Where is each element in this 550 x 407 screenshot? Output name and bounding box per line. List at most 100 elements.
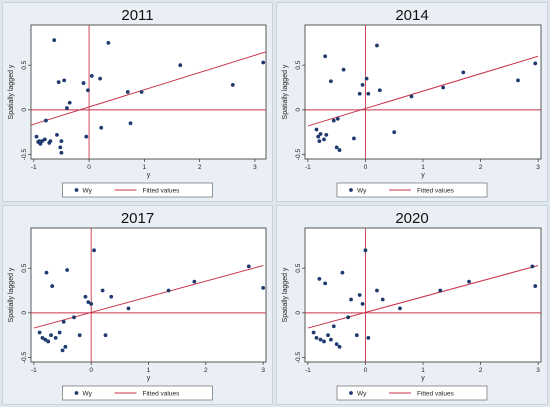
data-point [360,302,365,306]
x-tick-label: 1 [421,367,425,374]
data-point [60,348,65,353]
y-tick-label: 0.5 [21,60,28,69]
data-point [438,288,443,293]
x-tick-label: 2 [198,164,202,171]
data-point [314,127,319,132]
data-point [103,333,108,338]
data-point [398,306,402,311]
legend-box [336,182,488,198]
data-point [352,136,356,141]
x-tick-label: -1 [31,367,37,374]
x-tick-label: 3 [536,367,540,374]
data-point [363,248,368,253]
x-axis-label: y [421,375,425,382]
data-point [357,293,362,297]
data-point [329,337,333,342]
data-point [50,284,55,288]
data-point [63,344,68,349]
data-point [44,118,48,123]
data-point [52,38,57,43]
legend-label-fitted: Fitted values [417,390,455,397]
data-point [323,281,328,286]
data-point [106,40,111,45]
legend-marker-icon [349,391,353,395]
data-point [86,300,91,305]
data-point [42,137,47,142]
data-point [317,277,322,281]
panel-2014: 2014 -1 0 1 2 3 -0.5 0 0.5 y Spatially lagged y Wy F… [276,2,548,202]
x-axis-label: y [147,375,151,382]
x-tick-label: 3 [536,164,540,171]
data-point [516,78,520,83]
data-point [357,91,362,96]
data-point [340,270,345,275]
data-point [61,319,66,324]
chart-svg: 2017 -1 0 1 2 3 -0.5 0 0.5 y Spatially lagged y Wy F… [8,210,267,401]
legend-label-wy: Wy [83,187,93,194]
data-point [44,270,49,275]
y-axis-label: Spatially lagged y [282,64,289,119]
plot-area [304,24,542,160]
data-point [331,118,336,123]
data-point [380,297,385,302]
chart-svg: 2020 -1 0 1 2 3 -0.5 0 0.5 y Spatially lagged y Wy F… [282,210,542,401]
plot-area [304,227,542,363]
y-axis-label: Spatially lagged y [282,267,289,322]
panel-2011: 2011 -1 0 1 2 3 -0.5 0 0.5 y Spatially lagged y Wy F… [2,2,273,202]
data-point [322,339,326,344]
x-tick-label: 2 [479,367,483,374]
data-point [100,288,105,293]
data-point [65,268,70,272]
data-point [126,306,131,311]
chart-title: 2020 [395,210,428,227]
data-point [326,333,330,338]
data-point [409,94,414,99]
data-point [354,333,359,338]
data-point [461,70,466,75]
data-point [318,132,323,136]
data-point [99,125,104,130]
data-point [125,90,130,94]
x-tick-label: -1 [31,164,37,171]
data-point [533,284,538,288]
data-point [467,279,471,284]
data-point [40,139,44,144]
data-point [375,43,379,48]
x-tick-label: 1 [421,164,425,171]
legend-label-fitted: Fitted values [143,187,181,194]
y-tick-label: 0.5 [21,263,28,272]
chart-title: 2014 [395,7,428,24]
data-point [192,279,197,284]
data-point [375,288,379,293]
fitted-line [307,55,539,127]
y-tick-label: 0 [21,311,28,315]
data-point [139,90,144,94]
y-tick-label: -0.5 [295,352,302,364]
y-tick-label: -0.5 [21,352,28,364]
data-point [322,137,326,142]
data-point [59,139,64,144]
data-point [392,130,397,135]
data-point [318,337,323,342]
data-point [349,297,353,302]
legend-label-wy: Wy [357,390,367,397]
y-tick-label: 0.5 [295,60,302,69]
x-tick-label: 3 [261,367,265,374]
data-point [49,333,53,338]
fitted-line [30,51,267,126]
legend-box [336,385,488,401]
legend-label-fitted: Fitted values [143,390,181,397]
data-point [34,134,39,139]
data-point [89,74,94,78]
data-point [324,132,329,137]
data-point [40,335,45,340]
data-point [441,85,446,90]
data-point [337,344,342,349]
fitted-line [307,265,539,329]
y-tick-label: 0 [295,108,302,112]
data-point [377,88,382,93]
legend-marker-icon [349,188,353,192]
plot-area [30,227,267,363]
x-tick-label: 1 [147,367,151,374]
data-point [43,337,48,342]
